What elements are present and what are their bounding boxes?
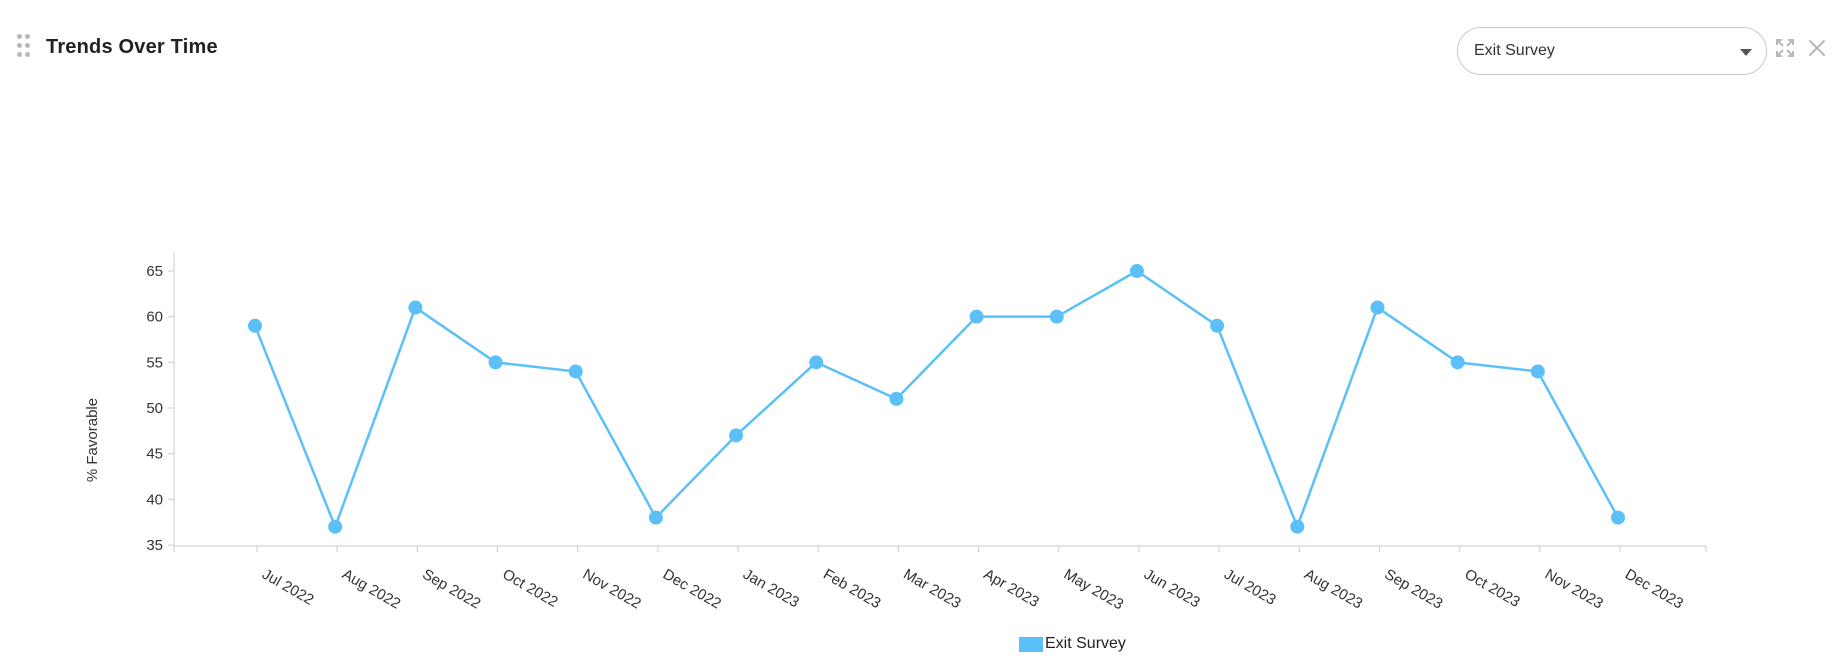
drag-dot bbox=[17, 43, 22, 48]
expand-icon[interactable] bbox=[1775, 38, 1795, 58]
x-tick-label: Aug 2023 bbox=[1301, 566, 1365, 613]
data-point bbox=[969, 309, 984, 324]
y-tick-label: 50 bbox=[146, 400, 163, 417]
data-point bbox=[408, 300, 423, 315]
drag-dot bbox=[25, 52, 30, 57]
data-point bbox=[488, 355, 503, 370]
x-tick-label: Nov 2023 bbox=[1542, 566, 1606, 613]
series-exit-survey bbox=[248, 264, 1625, 534]
x-tick-label: Oct 2023 bbox=[1462, 566, 1523, 611]
data-point bbox=[328, 519, 343, 534]
data-point bbox=[568, 364, 583, 379]
data-point bbox=[648, 510, 663, 525]
survey-select-value: Exit Survey bbox=[1474, 42, 1555, 59]
data-point bbox=[729, 428, 744, 443]
x-tick-label: Nov 2022 bbox=[580, 566, 644, 613]
data-point bbox=[809, 355, 824, 370]
x-tick-label: May 2023 bbox=[1061, 566, 1127, 614]
x-tick-label: Oct 2022 bbox=[500, 566, 561, 611]
data-point bbox=[1049, 309, 1064, 324]
y-tick-label: 60 bbox=[146, 309, 163, 326]
data-point bbox=[1290, 519, 1305, 534]
x-tick-label: Mar 2023 bbox=[900, 566, 963, 612]
series-line bbox=[253, 269, 1620, 528]
y-tick-label: 45 bbox=[146, 446, 163, 463]
data-point bbox=[889, 391, 904, 406]
x-tick-label: Apr 2023 bbox=[981, 566, 1042, 611]
x-axis-ticks: Jul 2022 Aug 2022 Sep 2022 Oct 2022 Nov 2022… bbox=[256, 546, 1686, 614]
legend-label: Exit Survey bbox=[1045, 635, 1126, 652]
y-tick-label: 35 bbox=[146, 537, 163, 554]
x-tick-label: Aug 2022 bbox=[339, 566, 403, 613]
data-point bbox=[248, 318, 262, 333]
x-tick-label: Dec 2022 bbox=[660, 566, 724, 613]
x-tick-label: Sep 2022 bbox=[419, 566, 483, 613]
y-tick-label: 65 bbox=[146, 263, 163, 280]
data-point bbox=[1450, 355, 1465, 370]
x-tick-label: Dec 2023 bbox=[1622, 566, 1686, 613]
drag-dot bbox=[25, 34, 30, 39]
legend-item-exit-survey[interactable]: Exit Survey bbox=[1019, 634, 1126, 654]
drag-handle-icon[interactable] bbox=[17, 34, 31, 58]
close-icon[interactable] bbox=[1807, 38, 1827, 58]
widget-title: Trends Over Time bbox=[46, 36, 218, 58]
y-axis-title: % Favorable bbox=[84, 398, 101, 482]
y-axis-ticks: 35 40 45 50 55 60 65 bbox=[146, 263, 174, 554]
x-tick-label: Sep 2023 bbox=[1381, 566, 1445, 613]
x-tick-label: Jul 2022 bbox=[259, 566, 317, 609]
x-tick-label: Jun 2023 bbox=[1141, 566, 1203, 612]
drag-dot bbox=[17, 52, 22, 57]
data-point bbox=[1370, 300, 1385, 315]
x-tick-label: Jul 2023 bbox=[1221, 566, 1279, 609]
x-tick-label: Jan 2023 bbox=[740, 566, 802, 612]
data-point bbox=[1210, 318, 1225, 333]
drag-dot bbox=[17, 34, 22, 39]
y-tick-label: 55 bbox=[146, 354, 163, 371]
chart-axes bbox=[173, 253, 1707, 552]
y-tick-label: 40 bbox=[146, 491, 163, 508]
x-tick-label: Feb 2023 bbox=[820, 566, 883, 612]
caret-down-icon bbox=[1740, 49, 1752, 56]
drag-dot bbox=[25, 43, 30, 48]
legend-swatch bbox=[1019, 636, 1043, 652]
data-point bbox=[1530, 364, 1545, 379]
data-point bbox=[1129, 264, 1144, 278]
survey-select[interactable]: Exit Survey bbox=[1457, 27, 1767, 75]
data-point bbox=[1611, 510, 1625, 525]
